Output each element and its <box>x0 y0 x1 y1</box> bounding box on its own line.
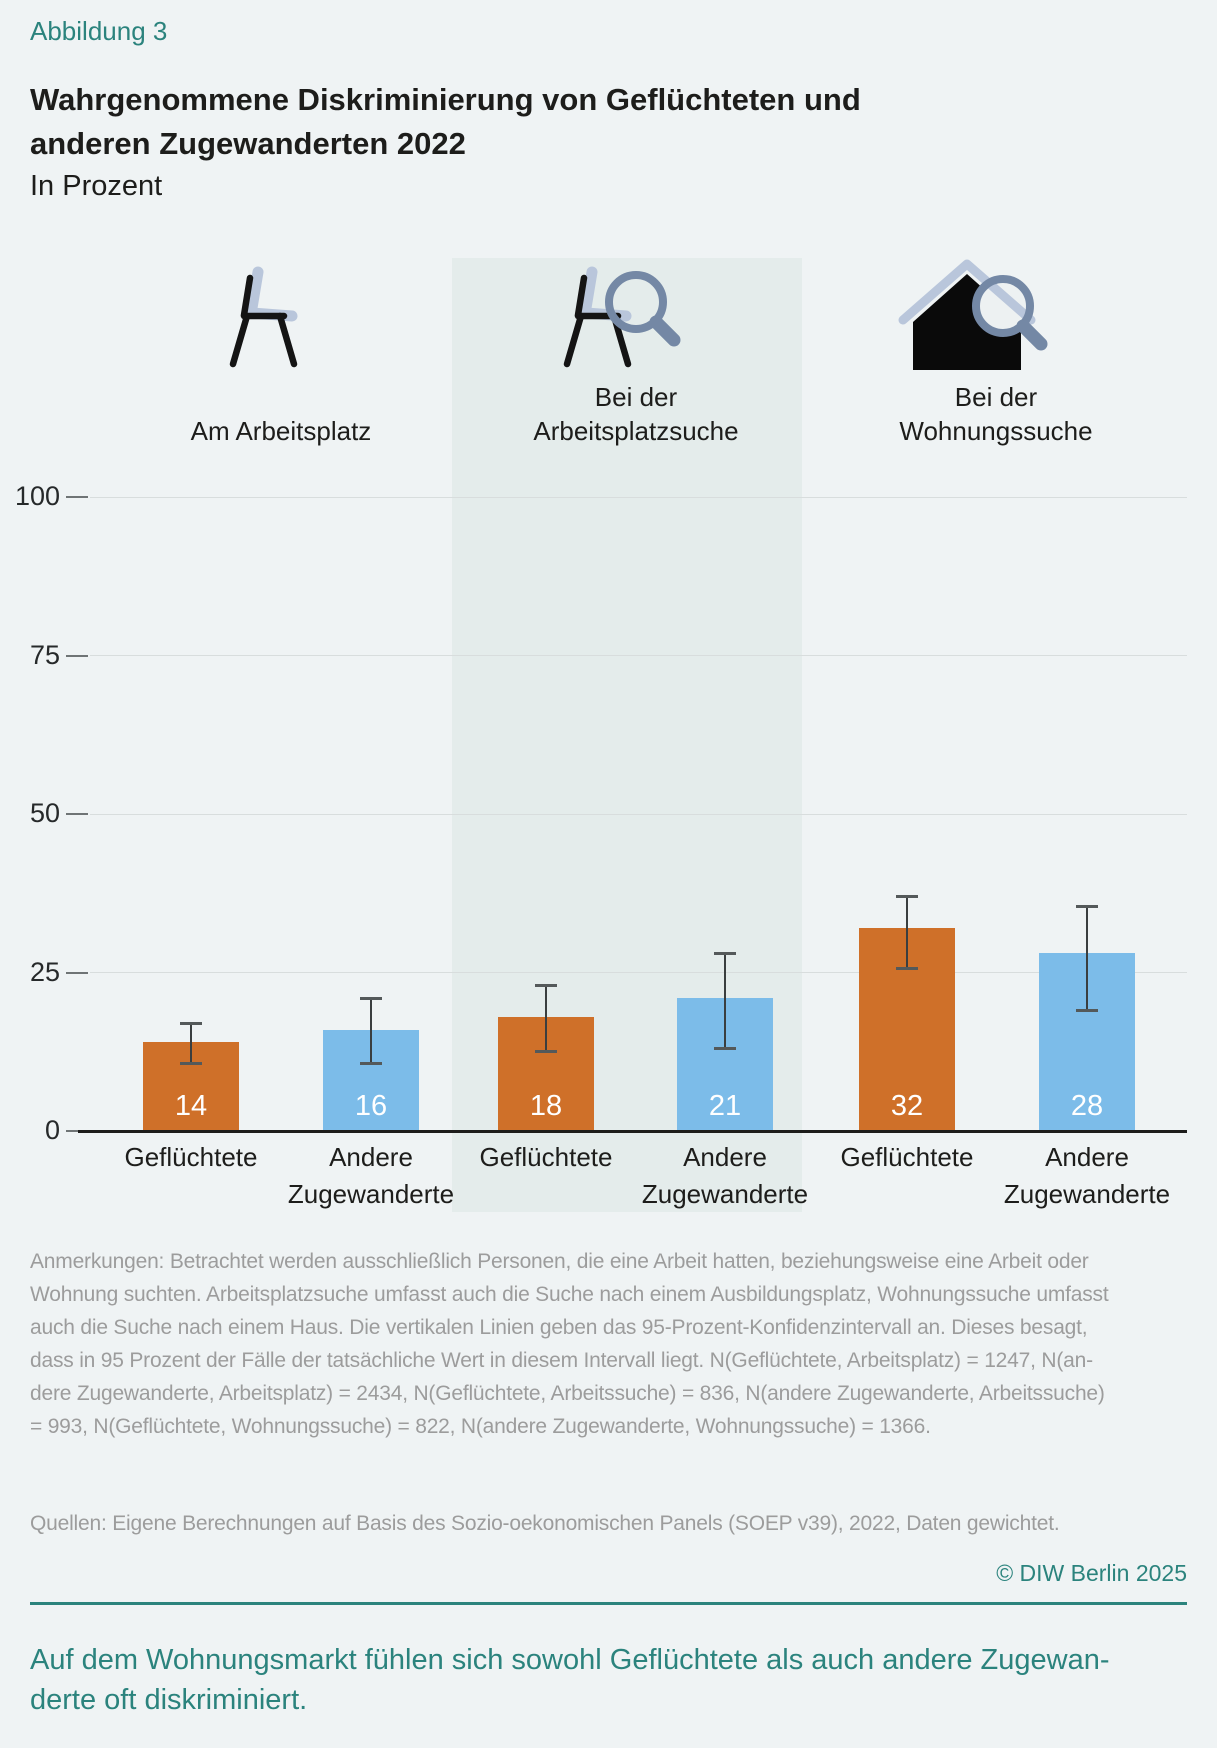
group-header-wohnungssuche: Bei der Wohnungssuche <box>816 372 1176 448</box>
figure-label: Abbildung 3 <box>30 16 168 46</box>
gridline-25 <box>90 972 1187 973</box>
x-axis-label: Andere <box>683 1142 767 1172</box>
notes-line: Wohnung suchten. Arbeitsplatzsuche umfas… <box>30 1283 1109 1306</box>
y-tick-0 <box>66 1130 88 1132</box>
confidence-interval <box>1076 904 1098 1012</box>
y-tick-25 <box>66 971 88 974</box>
key-message-line: derte oft diskriminiert. <box>30 1684 308 1716</box>
group-header-line: Wohnungssuche <box>899 416 1093 446</box>
divider-rule <box>30 1602 1187 1605</box>
figure-subtitle: In Prozent <box>30 170 163 202</box>
gridline-100 <box>90 496 1187 498</box>
y-tick-label-25: 25 <box>29 956 60 987</box>
x-axis-label: Andere <box>329 1142 413 1172</box>
chair-icon <box>229 266 298 368</box>
notes-line: dass in 95 Prozent der Fälle der tatsäch… <box>30 1349 1093 1372</box>
group-header-line: Bei der <box>594 382 678 412</box>
x-axis-label: Zugewanderte <box>287 1179 455 1209</box>
figure-title-line2: anderen Zugewanderten 2022 <box>30 126 466 161</box>
key-message-text: Auf dem Wohnungsmarkt fühlen sich sowohl… <box>30 1640 1190 1720</box>
y-tick-label-75: 75 <box>29 639 60 670</box>
x-axis-baseline <box>78 1130 1187 1133</box>
notes-text: Anmerkungen: Betrachtet werden ausschlie… <box>30 1245 1190 1443</box>
x-axis-label: Zugewanderte <box>1003 1179 1171 1209</box>
bar-value-label: 32 <box>890 1089 924 1122</box>
x-axis-label: Geflüchtete <box>124 1142 258 1172</box>
y-tick-label-0: 0 <box>44 1115 60 1145</box>
group-header-arbeitsplatzsuche: Bei der Arbeitsplatzsuche <box>456 372 816 448</box>
bar-value-label: 21 <box>708 1089 742 1122</box>
bar-value-label: 16 <box>354 1089 388 1122</box>
group-header-line: Am Arbeitsplatz <box>190 416 372 446</box>
notes-line: auch die Suche nach einem Haus. Die vert… <box>30 1316 1088 1339</box>
copyright-text: © DIW Berlin 2025 <box>996 1560 1187 1586</box>
x-axis-label: Geflüchtete <box>840 1142 974 1172</box>
confidence-interval <box>180 1022 202 1066</box>
confidence-interval <box>714 952 736 1050</box>
x-axis-label: Andere <box>1045 1142 1129 1172</box>
group-header-line: Arbeitsplatzsuche <box>533 416 739 446</box>
y-tick-50 <box>66 813 88 815</box>
bar-value-label: 28 <box>1070 1089 1104 1122</box>
x-axis-label: Zugewanderte <box>641 1179 809 1209</box>
notes-line: dere Zugewanderte, Arbeitsplatz) = 2434,… <box>30 1382 1105 1405</box>
y-tick-75 <box>66 654 88 657</box>
notes-line: = 993, N(Geflüchtete, Wohnungssuche) = 8… <box>30 1415 931 1438</box>
confidence-interval <box>535 984 557 1053</box>
gridline-50 <box>90 813 1187 815</box>
bar-value-label: 18 <box>529 1089 563 1122</box>
group-header-line: Bei der <box>954 382 1038 412</box>
bar-value-label: 14 <box>174 1089 208 1122</box>
y-tick-label-50: 50 <box>29 798 60 828</box>
y-tick-100 <box>66 496 88 498</box>
sources-text: Quellen: Eigene Berechnungen auf Basis d… <box>30 1512 1060 1535</box>
figure-title: Wahrgenommene Diskriminierung von Geflüc… <box>30 78 1187 166</box>
house-magnifier-icon <box>898 259 1048 370</box>
gridline-75 <box>90 655 1187 656</box>
confidence-interval <box>896 895 918 971</box>
x-axis-label: Geflüchtete <box>479 1142 613 1172</box>
chair-magnifier-icon <box>563 266 681 368</box>
y-tick-label-100: 100 <box>14 481 60 511</box>
notes-line: Anmerkungen: Betrachtet werden ausschlie… <box>30 1250 1089 1273</box>
key-message-line: Auf dem Wohnungsmarkt fühlen sich sowohl… <box>30 1644 1110 1676</box>
group-header-am-arbeitsplatz: Am Arbeitsplatz <box>101 372 461 448</box>
figure-title-line1: Wahrgenommene Diskriminierung von Geflüc… <box>30 82 861 117</box>
confidence-interval <box>360 996 382 1065</box>
